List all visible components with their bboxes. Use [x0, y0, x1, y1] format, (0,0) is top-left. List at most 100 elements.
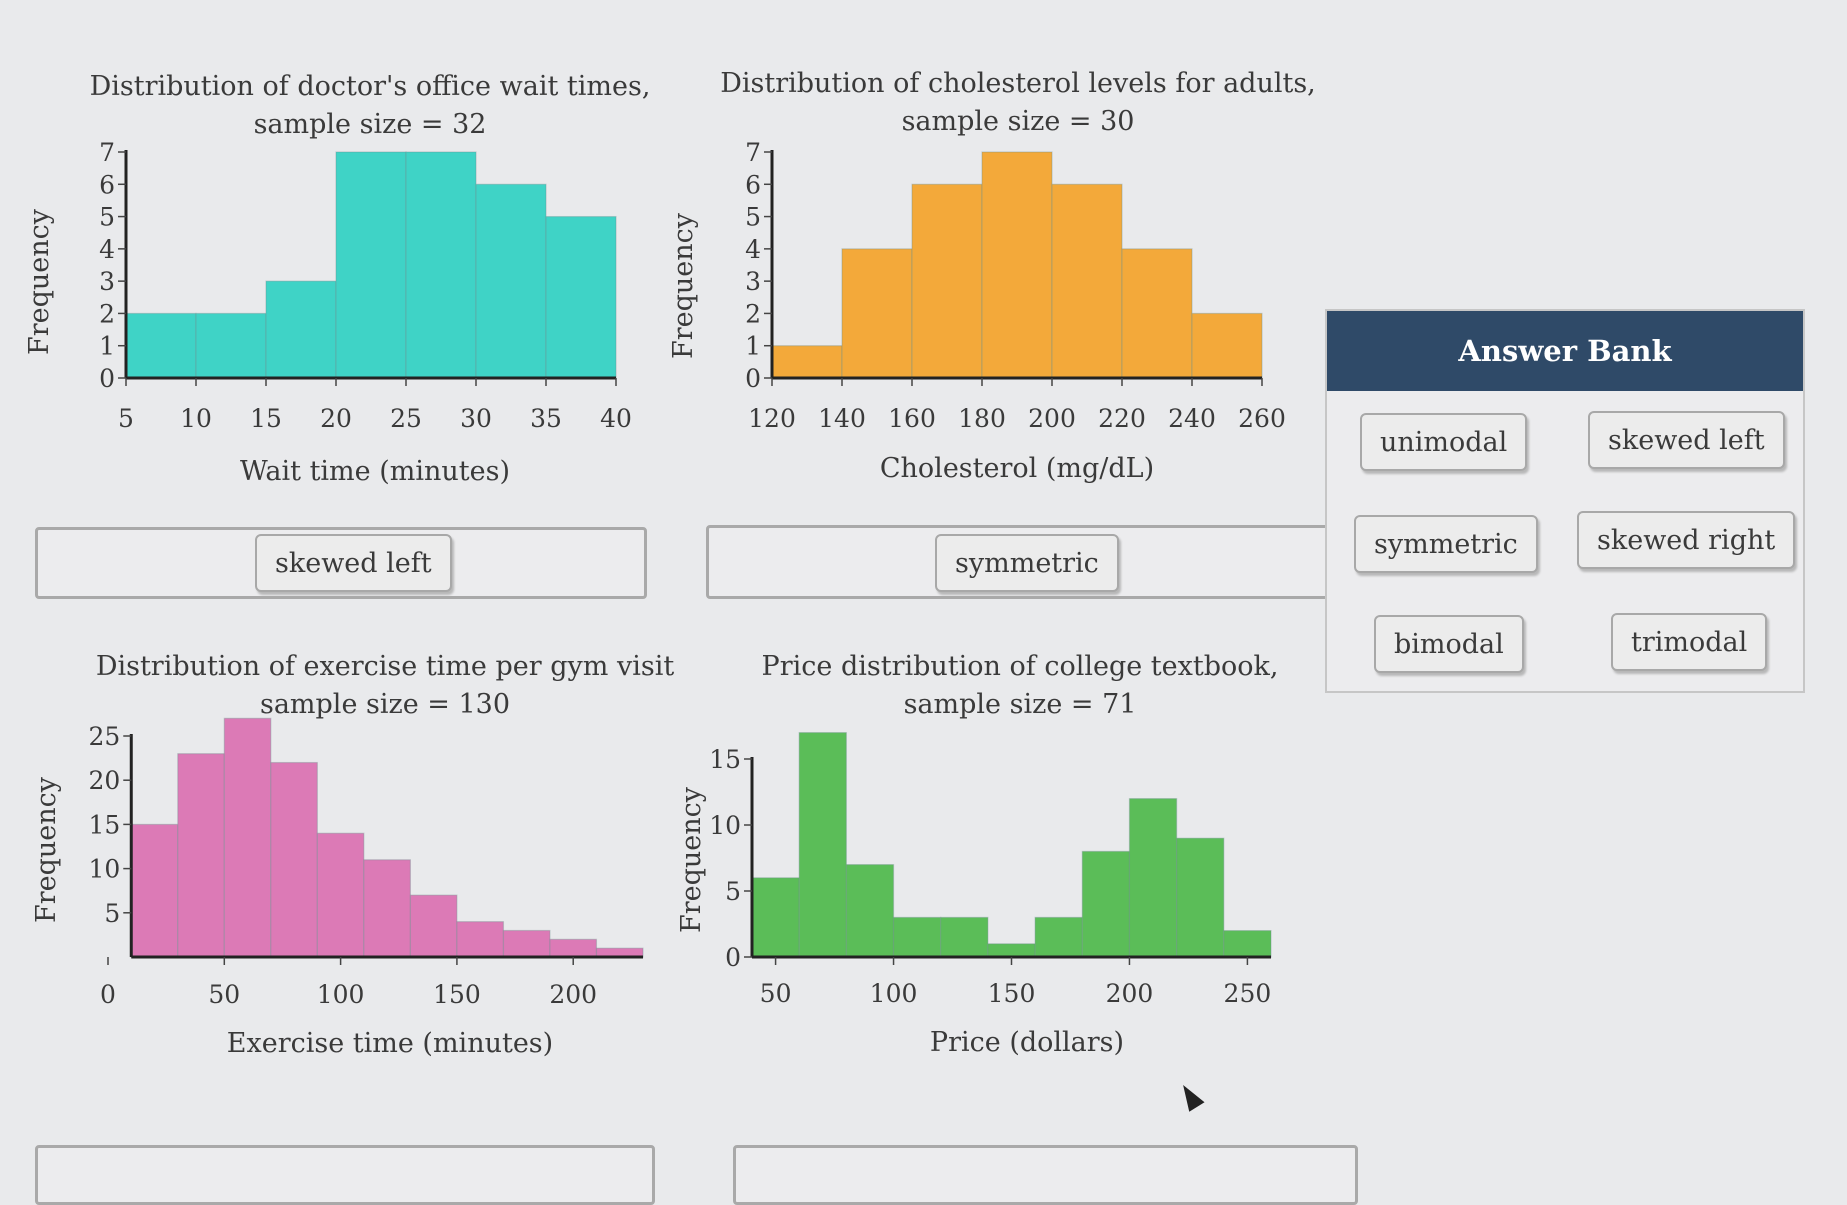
drop-zone-chart4[interactable] — [733, 1145, 1358, 1205]
chart-title-line2: sample size = 71 — [903, 689, 1137, 720]
y-tick-label: 7 — [99, 138, 115, 167]
x-tick-label: 35 — [530, 404, 562, 433]
x-tick-label: 140 — [818, 404, 866, 433]
chart-title-line2: sample size = 130 — [259, 689, 511, 720]
x-tick-label: 260 — [1238, 404, 1286, 433]
y-tick-label: 4 — [745, 235, 761, 264]
x-tick-label: 220 — [1098, 404, 1146, 433]
y-tick-label: 7 — [745, 138, 761, 167]
y-tick-label: 5 — [725, 877, 741, 906]
histogram-bar — [1128, 797, 1178, 958]
chart-title: Distribution of doctor's office wait tim… — [70, 68, 670, 144]
x-tick-label: 0 — [100, 980, 116, 1009]
histogram-cholesterol: 0 1 2 3 4 5 6 7 120 140 160 180 200 220 240 260 Choleste… — [668, 138, 1286, 484]
x-tick-label: 150 — [433, 980, 481, 1009]
x-tick-label: 30 — [460, 404, 492, 433]
y-tick-label: 6 — [745, 170, 761, 199]
placed-answer-chip[interactable]: symmetric — [935, 534, 1119, 592]
y-tick-label: 3 — [745, 267, 761, 296]
chip-trimodal[interactable]: trimodal — [1611, 613, 1768, 671]
histogram-bar — [987, 943, 1036, 958]
x-tick-label: 15 — [250, 404, 282, 433]
chip-skewed-left[interactable]: skewed left — [1588, 411, 1785, 469]
histogram-bar — [1223, 929, 1272, 958]
x-tick-label: 240 — [1168, 404, 1216, 433]
histogram-bar — [409, 894, 458, 958]
x-tick-label: 120 — [748, 404, 796, 433]
x-tick-label: 100 — [317, 980, 365, 1009]
y-axis-label: Frequency — [24, 208, 55, 355]
x-tick-label: 10 — [180, 404, 212, 433]
x-tick-label: 50 — [208, 980, 240, 1009]
y-tick-label: 25 — [88, 722, 120, 751]
chip-skewed-right[interactable]: skewed right — [1577, 511, 1796, 569]
x-axis-label: Exercise time (minutes) — [227, 1028, 553, 1059]
x-tick-label: 160 — [888, 404, 936, 433]
drop-zone-chart2[interactable]: symmetric — [706, 525, 1331, 599]
x-tick-label: 200 — [549, 980, 597, 1009]
x-tick-label: 100 — [870, 979, 918, 1008]
y-tick-label: 6 — [99, 170, 115, 199]
chart-title-line1: Distribution of doctor's office wait tim… — [89, 71, 651, 102]
x-tick-label: 250 — [1224, 979, 1272, 1008]
chip-bimodal[interactable]: bimodal — [1374, 615, 1524, 673]
chart-title: Price distribution of college textbook, … — [720, 648, 1320, 724]
answer-bank-title: Answer Bank — [1327, 311, 1803, 391]
y-tick-label: 4 — [99, 235, 115, 264]
y-axis-label: Frequency — [31, 776, 62, 923]
histogram-bar — [1121, 248, 1193, 379]
y-tick-label: 5 — [99, 203, 115, 232]
y-tick-label: 0 — [99, 364, 115, 393]
y-tick-label: 5 — [104, 899, 120, 928]
histogram-bar — [1081, 850, 1131, 958]
x-tick-label: 200 — [1106, 979, 1154, 1008]
y-tick-label: 0 — [725, 943, 741, 972]
chart-title: Distribution of exercise time per gym vi… — [85, 648, 685, 724]
x-tick-label: 150 — [988, 979, 1036, 1008]
placed-answer-chip[interactable]: skewed left — [255, 534, 452, 592]
y-axis-label: Frequency — [668, 212, 699, 359]
chart-title-line1: Distribution of exercise time per gym vi… — [95, 651, 675, 682]
histogram-exercise-time: 5 10 15 20 25 0 50 100 150 200 Exercise time (minu… — [31, 717, 644, 1059]
chart-title-line2: sample size = 30 — [901, 106, 1135, 137]
histogram-bar — [475, 183, 547, 379]
x-tick-label: 200 — [1028, 404, 1076, 433]
y-tick-label: 2 — [99, 299, 115, 328]
histogram-bar — [1176, 837, 1225, 958]
drop-zone-chart1[interactable]: skewed left — [35, 527, 647, 599]
chip-symmetric[interactable]: symmetric — [1354, 515, 1538, 573]
histogram-textbook-price: 0 5 10 15 50 100 150 200 250 Price (dollars) Frequ… — [676, 731, 1272, 1058]
x-tick-label: 180 — [958, 404, 1006, 433]
chart-title-line1: Price distribution of college textbook, — [761, 651, 1279, 682]
histogram-bar — [545, 215, 617, 379]
chart-title: Distribution of cholesterol levels for a… — [718, 65, 1318, 141]
y-tick-label: 5 — [745, 203, 761, 232]
chip-unimodal[interactable]: unimodal — [1360, 413, 1528, 471]
histogram-bar — [841, 248, 913, 379]
y-tick-label: 2 — [745, 299, 761, 328]
y-tick-label: 1 — [99, 332, 115, 361]
chart-title-line1: Distribution of cholesterol levels for a… — [720, 68, 1316, 99]
histogram-bar — [1034, 916, 1083, 958]
histogram-bar — [845, 863, 895, 958]
x-axis-label: Price (dollars) — [930, 1027, 1124, 1058]
histogram-bar — [751, 877, 800, 958]
histogram-wait-times: 0 1 2 3 4 5 6 7 5 10 15 20 25 30 35 40 Wait time (minute… — [24, 138, 632, 487]
histogram-bar — [335, 151, 407, 379]
drop-zone-chart3[interactable] — [35, 1145, 655, 1205]
histogram-bar — [892, 916, 942, 958]
histogram-bar — [456, 921, 505, 958]
y-tick-label: 10 — [88, 855, 120, 884]
y-tick-label: 15 — [709, 745, 741, 774]
histogram-bar — [502, 929, 551, 958]
chart-title-line2: sample size = 32 — [253, 109, 487, 140]
page: { "answer_bank": { "title": "Answer Bank… — [24, 65, 1805, 1205]
histogram-bar — [270, 761, 318, 958]
histogram-bar — [316, 832, 365, 958]
histogram-bar — [405, 151, 477, 379]
histogram-bar — [177, 753, 225, 958]
y-tick-label: 15 — [88, 810, 120, 839]
x-tick-label: 5 — [118, 404, 134, 433]
histogram-bar — [798, 731, 847, 958]
x-tick-label: 50 — [760, 979, 792, 1008]
